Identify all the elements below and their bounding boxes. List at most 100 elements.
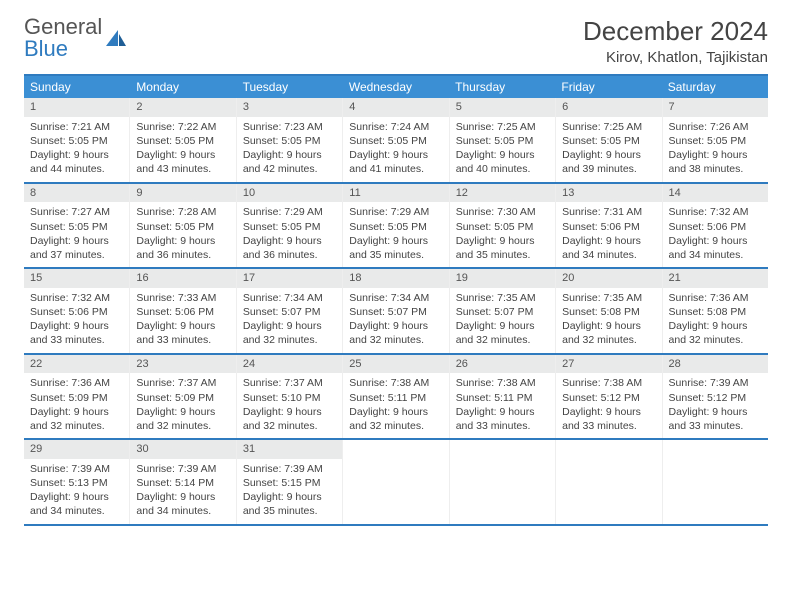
day-line-d2: and 41 minutes.: [349, 162, 442, 176]
day-body: Sunrise: 7:37 AMSunset: 5:10 PMDaylight:…: [237, 373, 342, 438]
day-body: Sunrise: 7:28 AMSunset: 5:05 PMDaylight:…: [130, 202, 235, 267]
day-number: 30: [130, 440, 235, 459]
day-body: Sunrise: 7:27 AMSunset: 5:05 PMDaylight:…: [24, 202, 129, 267]
week-row: 15Sunrise: 7:32 AMSunset: 5:06 PMDayligh…: [24, 269, 768, 355]
day-line-ss: Sunset: 5:05 PM: [243, 134, 336, 148]
day-line-ss: Sunset: 5:08 PM: [669, 305, 762, 319]
day-line-ss: Sunset: 5:08 PM: [562, 305, 655, 319]
day-line-d1: Daylight: 9 hours: [136, 490, 229, 504]
day-line-sr: Sunrise: 7:25 AM: [562, 120, 655, 134]
day-number: 27: [556, 355, 661, 374]
header: General Blue December 2024 Kirov, Khatlo…: [24, 16, 768, 66]
day-line-d1: Daylight: 9 hours: [243, 148, 336, 162]
day-line-d2: and 35 minutes.: [243, 504, 336, 518]
day-number: 23: [130, 355, 235, 374]
day-line-d2: and 44 minutes.: [30, 162, 123, 176]
day-line-d1: Daylight: 9 hours: [30, 405, 123, 419]
day-line-d2: and 32 minutes.: [243, 333, 336, 347]
day-line-sr: Sunrise: 7:24 AM: [349, 120, 442, 134]
sail-icon: [104, 28, 128, 48]
day-line-d2: and 32 minutes.: [456, 333, 549, 347]
calendar: Sunday Monday Tuesday Wednesday Thursday…: [24, 74, 768, 526]
day-line-d2: and 34 minutes.: [669, 248, 762, 262]
day-line-ss: Sunset: 5:13 PM: [30, 476, 123, 490]
day-line-d1: Daylight: 9 hours: [243, 234, 336, 248]
day-cell: 4Sunrise: 7:24 AMSunset: 5:05 PMDaylight…: [343, 98, 449, 182]
day-number: 16: [130, 269, 235, 288]
day-line-d2: and 34 minutes.: [136, 504, 229, 518]
day-body: Sunrise: 7:26 AMSunset: 5:05 PMDaylight:…: [663, 117, 768, 182]
day-line-sr: Sunrise: 7:25 AM: [456, 120, 549, 134]
dow-row: Sunday Monday Tuesday Wednesday Thursday…: [24, 76, 768, 98]
day-body: Sunrise: 7:35 AMSunset: 5:07 PMDaylight:…: [450, 288, 555, 353]
day-line-sr: Sunrise: 7:22 AM: [136, 120, 229, 134]
day-cell: [450, 440, 556, 524]
day-cell: [663, 440, 768, 524]
day-line-d1: Daylight: 9 hours: [30, 234, 123, 248]
day-line-d1: Daylight: 9 hours: [669, 319, 762, 333]
day-body: Sunrise: 7:33 AMSunset: 5:06 PMDaylight:…: [130, 288, 235, 353]
day-line-ss: Sunset: 5:11 PM: [456, 391, 549, 405]
day-line-d2: and 34 minutes.: [562, 248, 655, 262]
day-cell: 10Sunrise: 7:29 AMSunset: 5:05 PMDayligh…: [237, 184, 343, 268]
week-row: 29Sunrise: 7:39 AMSunset: 5:13 PMDayligh…: [24, 440, 768, 526]
day-line-ss: Sunset: 5:06 PM: [136, 305, 229, 319]
day-line-d2: and 36 minutes.: [243, 248, 336, 262]
day-line-d1: Daylight: 9 hours: [456, 319, 549, 333]
day-body: Sunrise: 7:34 AMSunset: 5:07 PMDaylight:…: [343, 288, 448, 353]
logo-part2: Blue: [24, 36, 68, 61]
day-line-ss: Sunset: 5:15 PM: [243, 476, 336, 490]
day-number: 25: [343, 355, 448, 374]
day-line-d2: and 42 minutes.: [243, 162, 336, 176]
dow-saturday: Saturday: [662, 76, 768, 98]
day-number: 1: [24, 98, 129, 117]
day-line-sr: Sunrise: 7:29 AM: [349, 205, 442, 219]
day-cell: 22Sunrise: 7:36 AMSunset: 5:09 PMDayligh…: [24, 355, 130, 439]
day-number: 31: [237, 440, 342, 459]
day-line-ss: Sunset: 5:12 PM: [562, 391, 655, 405]
day-line-d2: and 35 minutes.: [349, 248, 442, 262]
day-line-sr: Sunrise: 7:39 AM: [669, 376, 762, 390]
day-line-d2: and 39 minutes.: [562, 162, 655, 176]
title-block: December 2024 Kirov, Khatlon, Tajikistan: [583, 16, 768, 66]
day-cell: 2Sunrise: 7:22 AMSunset: 5:05 PMDaylight…: [130, 98, 236, 182]
day-line-d2: and 32 minutes.: [349, 419, 442, 433]
day-cell: 19Sunrise: 7:35 AMSunset: 5:07 PMDayligh…: [450, 269, 556, 353]
day-line-d1: Daylight: 9 hours: [669, 234, 762, 248]
day-line-d2: and 40 minutes.: [456, 162, 549, 176]
day-line-sr: Sunrise: 7:38 AM: [562, 376, 655, 390]
day-line-d2: and 33 minutes.: [562, 419, 655, 433]
day-line-ss: Sunset: 5:05 PM: [30, 220, 123, 234]
day-body: Sunrise: 7:24 AMSunset: 5:05 PMDaylight:…: [343, 117, 448, 182]
day-line-d1: Daylight: 9 hours: [30, 490, 123, 504]
day-number: 12: [450, 184, 555, 203]
day-line-d1: Daylight: 9 hours: [562, 234, 655, 248]
day-line-sr: Sunrise: 7:38 AM: [456, 376, 549, 390]
day-line-sr: Sunrise: 7:39 AM: [243, 462, 336, 476]
day-body: Sunrise: 7:29 AMSunset: 5:05 PMDaylight:…: [343, 202, 448, 267]
day-line-sr: Sunrise: 7:28 AM: [136, 205, 229, 219]
day-line-sr: Sunrise: 7:33 AM: [136, 291, 229, 305]
day-line-d2: and 32 minutes.: [562, 333, 655, 347]
day-line-sr: Sunrise: 7:23 AM: [243, 120, 336, 134]
day-line-ss: Sunset: 5:05 PM: [456, 220, 549, 234]
day-line-d2: and 33 minutes.: [30, 333, 123, 347]
day-cell: 18Sunrise: 7:34 AMSunset: 5:07 PMDayligh…: [343, 269, 449, 353]
day-line-d2: and 33 minutes.: [136, 333, 229, 347]
day-line-sr: Sunrise: 7:39 AM: [30, 462, 123, 476]
day-line-d1: Daylight: 9 hours: [136, 405, 229, 419]
day-body: Sunrise: 7:36 AMSunset: 5:08 PMDaylight:…: [663, 288, 768, 353]
day-line-d1: Daylight: 9 hours: [562, 319, 655, 333]
month-title: December 2024: [583, 16, 768, 47]
day-line-d1: Daylight: 9 hours: [243, 405, 336, 419]
week-row: 1Sunrise: 7:21 AMSunset: 5:05 PMDaylight…: [24, 98, 768, 184]
day-number: 2: [130, 98, 235, 117]
day-line-d1: Daylight: 9 hours: [562, 148, 655, 162]
day-line-sr: Sunrise: 7:34 AM: [349, 291, 442, 305]
day-line-ss: Sunset: 5:14 PM: [136, 476, 229, 490]
day-cell: 15Sunrise: 7:32 AMSunset: 5:06 PMDayligh…: [24, 269, 130, 353]
calendar-page: General Blue December 2024 Kirov, Khatlo…: [0, 0, 792, 542]
day-number: 20: [556, 269, 661, 288]
day-line-d1: Daylight: 9 hours: [136, 148, 229, 162]
day-number: 3: [237, 98, 342, 117]
